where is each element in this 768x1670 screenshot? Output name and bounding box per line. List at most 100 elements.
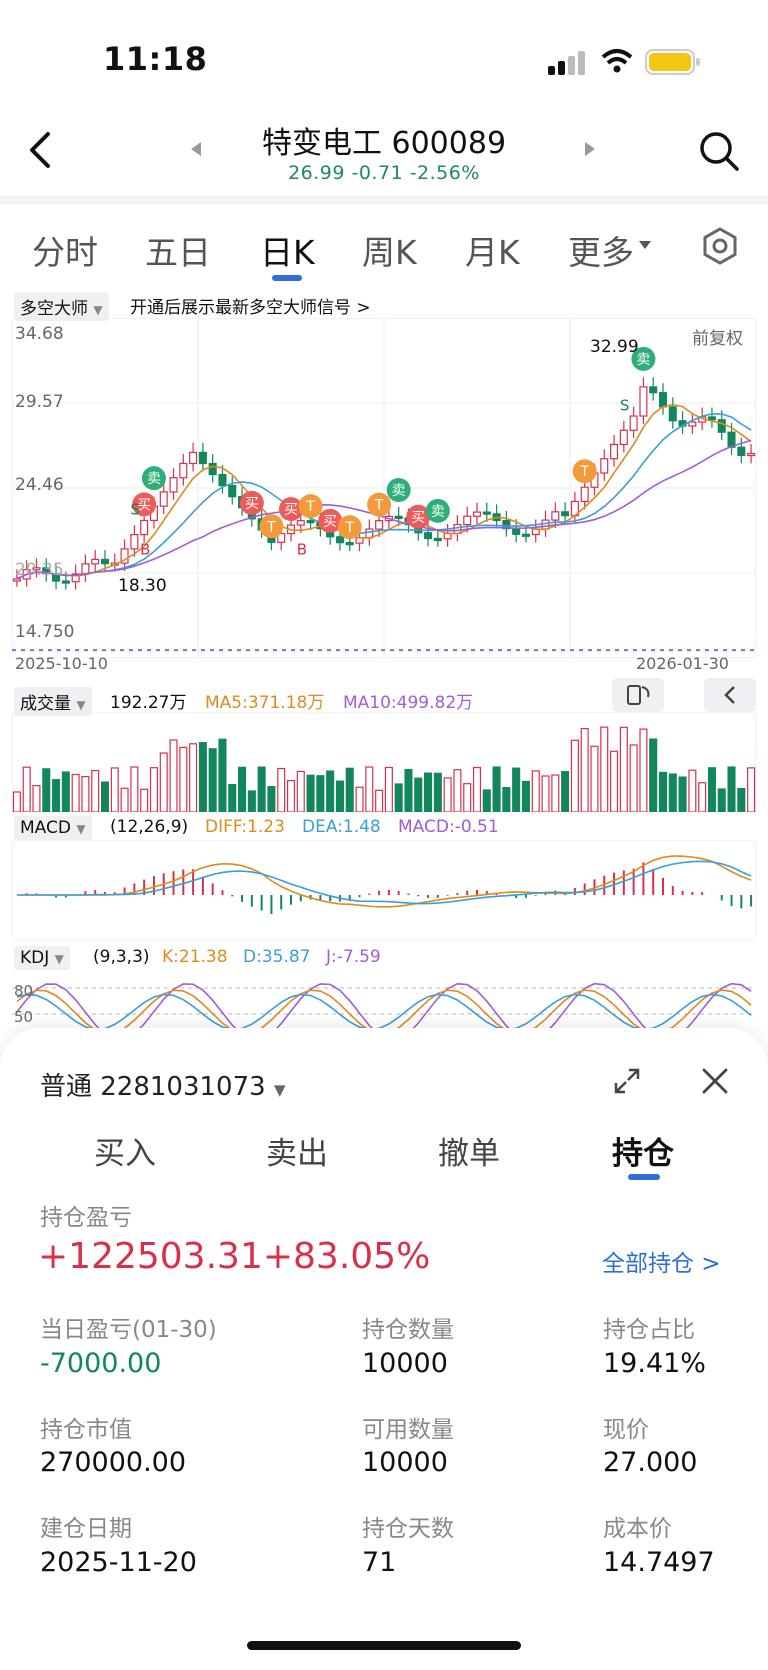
candle-body	[306, 520, 315, 524]
candle-body	[71, 573, 80, 583]
signal-badge-text: T	[305, 499, 315, 515]
volume-bar	[502, 786, 511, 812]
open-date-value: 2025-11-20	[40, 1547, 197, 1578]
candle-body	[140, 519, 149, 536]
candle-body	[580, 486, 589, 503]
macd-selector[interactable]: MACD ▼	[14, 816, 92, 840]
candle-body	[345, 542, 354, 546]
high-price-label: 32.99	[590, 337, 639, 357]
volume-bar	[32, 785, 41, 812]
volume-bar	[81, 775, 90, 812]
kdj-selector[interactable]: KDJ ▼	[14, 946, 70, 970]
tab-five-day[interactable]: 五日	[145, 233, 211, 272]
next-stock-icon[interactable]	[582, 140, 598, 158]
volume-bar	[140, 788, 149, 812]
volume-selector[interactable]: 成交量 ▼	[14, 687, 92, 716]
volume-bar	[424, 772, 433, 812]
pnl-value: +122503.31+83.05%	[38, 1236, 431, 1277]
tab-sell[interactable]: 卖出	[266, 1136, 328, 1172]
position-qty-value: 10000	[362, 1348, 448, 1379]
signal-icon	[548, 51, 585, 75]
signal-selector-label: 多空大师	[20, 299, 88, 319]
prev-stock-icon[interactable]	[188, 140, 204, 158]
signal-badge	[141, 466, 166, 491]
adjust-label[interactable]: 前复权	[692, 329, 743, 349]
tab-monthly-k[interactable]: 月K	[465, 233, 520, 272]
holding-days-value: 71	[362, 1547, 397, 1578]
search-icon[interactable]	[696, 128, 742, 174]
signal-badge-text: 卖	[636, 352, 650, 368]
kdj-line	[16, 989, 752, 1032]
candle-body	[600, 458, 609, 474]
volume-bar	[228, 784, 237, 812]
tab-more[interactable]: 更多	[568, 233, 634, 272]
volume-bar	[717, 788, 726, 812]
volume-bar	[649, 738, 658, 812]
tab-intraday[interactable]: 分时	[32, 233, 98, 272]
all-positions-link[interactable]: 全部持仓 >	[602, 1251, 721, 1277]
candle-body	[747, 452, 756, 457]
signal-promo-link[interactable]: 开通后展示最新多空大师信号 >	[130, 298, 371, 318]
volume-bar	[42, 768, 51, 812]
account-selector[interactable]: 普通 2281031073 ▼	[40, 1066, 286, 1103]
kdj-d: D:35.87	[243, 947, 311, 967]
volume-bar	[100, 781, 110, 812]
candle-body	[688, 421, 697, 427]
more-dropdown-icon	[639, 241, 651, 249]
volume-bar	[345, 767, 354, 812]
expand-icon[interactable]	[612, 1066, 642, 1096]
collapse-panel-icon[interactable]	[704, 678, 756, 712]
signal-badge	[318, 508, 343, 533]
volume-bar	[384, 766, 393, 812]
macd-chart[interactable]	[12, 840, 756, 940]
back-button[interactable]	[22, 128, 62, 172]
volume-bar	[443, 777, 452, 812]
tab-buy[interactable]: 买入	[94, 1136, 156, 1172]
candle-body	[482, 511, 491, 515]
candle-body	[472, 511, 482, 517]
rotate-screen-icon[interactable]	[612, 678, 664, 712]
tab-weekly-k[interactable]: 周K	[362, 233, 417, 272]
candle-body	[296, 520, 305, 526]
signal-badge-text: T	[579, 464, 589, 480]
kdj-chart[interactable]	[12, 972, 756, 1032]
signal-badge	[239, 490, 264, 515]
price-tick-mid3: 20.35	[15, 560, 64, 580]
cost-price-label: 成本价	[603, 1516, 672, 1542]
macd-params: (12,26,9)	[110, 817, 189, 837]
candle-body	[737, 446, 746, 457]
settings-icon[interactable]	[700, 226, 740, 266]
signal-badge-text: T	[374, 498, 384, 514]
signal-badge-text: 买	[137, 497, 151, 513]
wifi-icon	[601, 49, 633, 73]
volume-bar	[658, 771, 668, 812]
cost-price-value: 14.7497	[603, 1547, 715, 1578]
candle-body	[159, 491, 168, 507]
signal-selector[interactable]: 多空大师 ▼	[14, 292, 109, 321]
volume-bar	[463, 783, 472, 812]
tab-positions[interactable]: 持仓	[612, 1136, 674, 1172]
candle-body	[375, 520, 384, 530]
current-price-label: 现价	[603, 1417, 649, 1443]
tab-cancel-order[interactable]: 撤单	[438, 1136, 500, 1172]
volume-bar	[12, 791, 21, 812]
signal-badge	[386, 478, 411, 503]
start-date: 2025-10-10	[15, 654, 108, 673]
volume-bar	[433, 772, 442, 812]
kdj-k: K:21.38	[162, 947, 228, 967]
candle-body	[639, 386, 648, 417]
volume-bar	[414, 777, 423, 812]
volume-chart[interactable]	[12, 712, 756, 812]
candle-body	[208, 462, 217, 476]
signal-badge-text: 卖	[392, 483, 406, 499]
volume-bar	[326, 770, 335, 812]
close-icon[interactable]	[700, 1066, 730, 1096]
trade-tab-indicator	[628, 1174, 660, 1180]
volume-bar	[296, 770, 305, 812]
signal-badge	[132, 492, 157, 517]
tab-daily-k[interactable]: 日K	[260, 233, 315, 272]
volume-bar	[306, 774, 315, 812]
candle-body	[394, 515, 403, 519]
volume-bar	[492, 766, 501, 812]
